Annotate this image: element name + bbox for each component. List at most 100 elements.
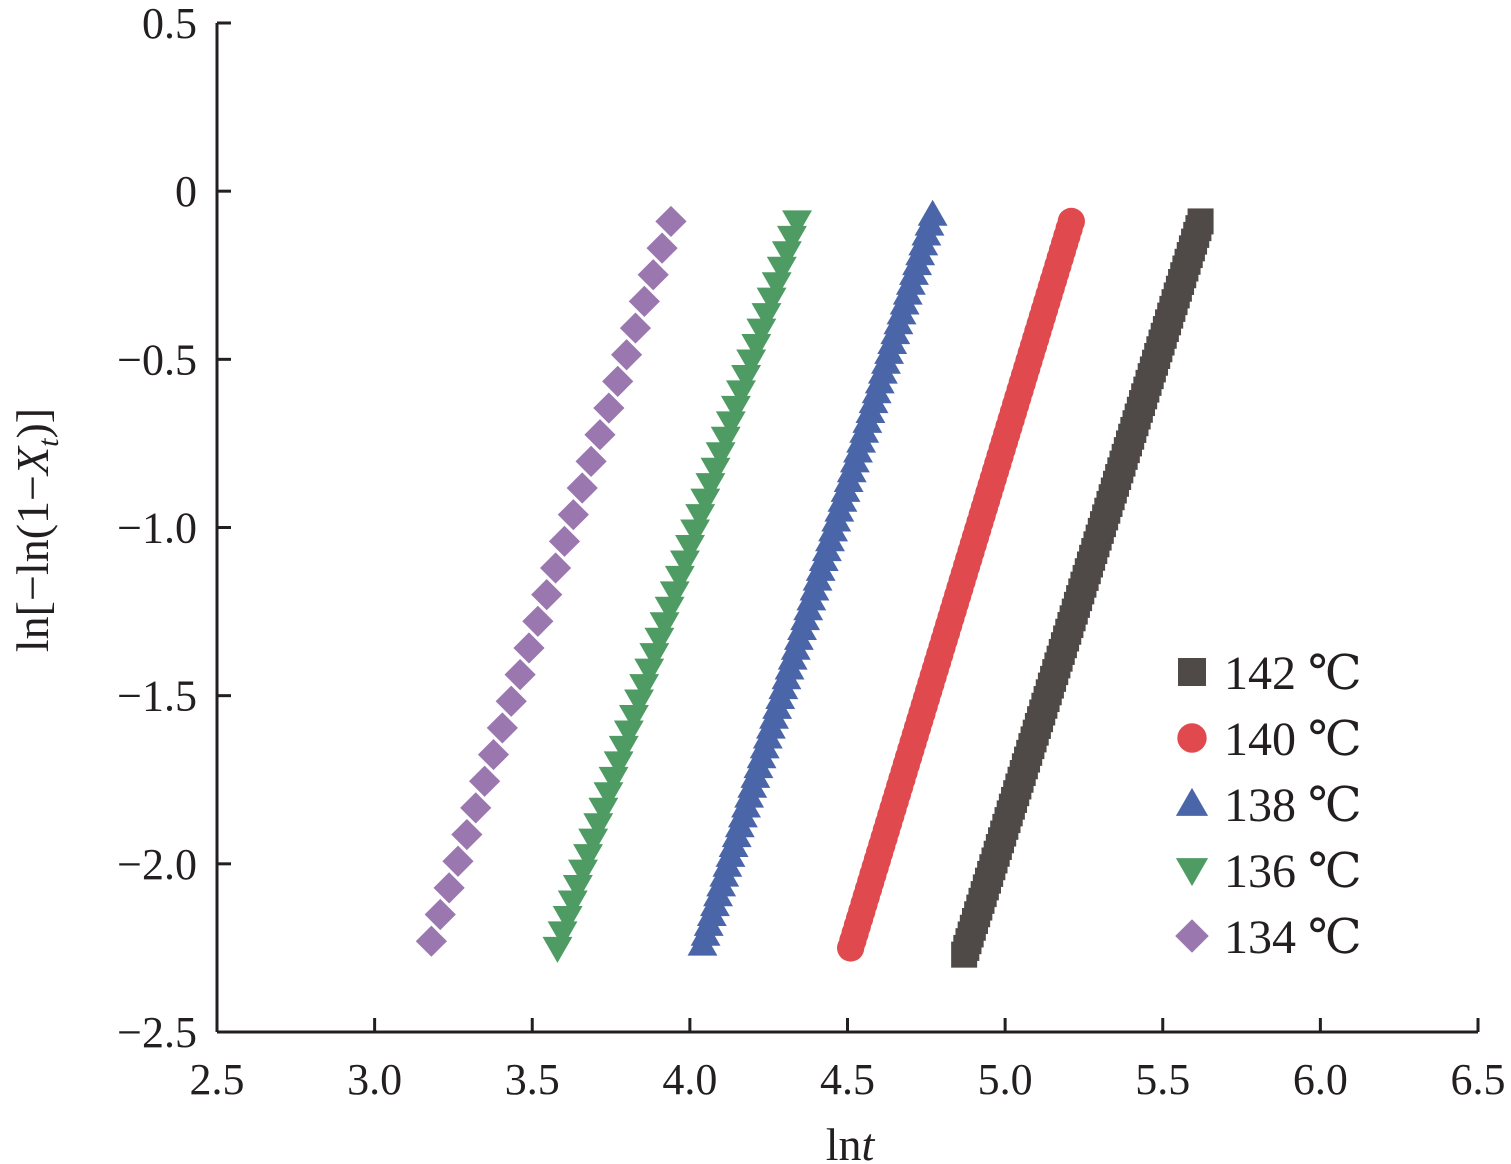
data-point <box>917 199 948 226</box>
legend-label: 136 ℃ <box>1224 845 1362 898</box>
axes: 2.5 3.0 3.5 4.0 4.5 5.0 5.5 6.0 6.5 0.5 0 −0.5 −1.0 −… <box>117 0 1505 1104</box>
data-point <box>602 365 634 397</box>
data-point <box>552 905 583 932</box>
data-point <box>477 738 510 771</box>
y-axis-title-suffix: )] <box>7 408 58 439</box>
data-point <box>415 925 447 957</box>
x-axis-title-main: ln <box>826 1119 862 1164</box>
data-point <box>761 272 792 299</box>
legend-marker <box>1175 787 1209 816</box>
data-point <box>548 525 581 557</box>
data-point <box>593 782 624 809</box>
y-tick-label: −2.0 <box>117 840 197 889</box>
data-point <box>522 605 554 637</box>
data-point <box>634 658 665 685</box>
x-tick-label: 6.5 <box>1451 1055 1506 1104</box>
data-point <box>654 596 685 623</box>
data-point <box>557 499 589 531</box>
series-diamond <box>415 205 687 957</box>
legend-label: 140 ℃ <box>1224 713 1362 766</box>
data-point <box>700 457 731 484</box>
series-circle <box>837 207 1085 962</box>
legend-label: 142 ℃ <box>1224 647 1362 700</box>
data-point <box>573 844 604 871</box>
data-point <box>624 689 654 716</box>
y-axis-title-sub: t <box>32 438 65 447</box>
data-point <box>644 627 675 654</box>
data-point <box>504 659 536 691</box>
data-point <box>751 303 782 330</box>
series-triangle-down <box>542 210 813 963</box>
series-layer <box>415 199 1214 968</box>
x-axis-title: lnt <box>826 1119 876 1164</box>
data-point <box>540 552 572 584</box>
data-point <box>593 392 625 424</box>
legend-item: 142 ℃ <box>1178 647 1362 700</box>
data-point <box>557 890 588 917</box>
x-tick-label: 2.5 <box>190 1055 245 1104</box>
data-point <box>486 712 518 744</box>
legend-item: 136 ℃ <box>1175 845 1362 898</box>
data-point <box>613 720 644 747</box>
data-point <box>578 828 609 855</box>
data-point <box>629 674 660 701</box>
y-axis-title-var: X <box>7 445 58 477</box>
data-point <box>715 411 746 438</box>
data-point <box>705 442 736 469</box>
legend: 142 ℃ 140 ℃ 138 ℃ 136 ℃ 134 ℃ <box>1175 647 1362 964</box>
data-point <box>583 813 614 840</box>
data-point <box>771 241 802 268</box>
data-point <box>741 334 772 361</box>
y-tick-label: −1.0 <box>117 504 197 553</box>
data-point <box>639 643 670 670</box>
data-point <box>782 210 813 237</box>
data-point <box>685 504 716 531</box>
data-point <box>675 534 705 561</box>
data-point <box>513 632 545 664</box>
data-point <box>720 395 751 422</box>
y-tick-label: −2.5 <box>117 1008 197 1057</box>
data-point <box>608 735 639 762</box>
x-tick-label: 6.0 <box>1293 1055 1348 1104</box>
data-point <box>637 259 669 291</box>
data-point <box>618 705 649 732</box>
x-tick-label: 4.0 <box>662 1055 717 1104</box>
data-point <box>575 445 607 477</box>
legend-label: 134 ℃ <box>1224 911 1362 964</box>
data-point <box>619 312 652 344</box>
data-point <box>603 751 634 778</box>
y-axis-title: ln[−ln(1−Xt)] <box>7 408 65 652</box>
data-point <box>731 364 762 391</box>
data-point <box>756 287 787 314</box>
data-point <box>646 232 678 264</box>
data-point <box>1057 207 1085 236</box>
data-point <box>424 898 456 931</box>
legend-marker <box>1177 723 1207 753</box>
data-point <box>690 488 721 515</box>
data-point <box>598 766 629 793</box>
legend-label: 138 ℃ <box>1224 779 1362 832</box>
data-point <box>669 550 700 577</box>
data-point <box>736 349 767 376</box>
data-point <box>588 797 619 824</box>
data-point <box>777 225 807 252</box>
data-point <box>584 419 616 451</box>
x-tick-label: 3.5 <box>505 1055 560 1104</box>
data-point <box>680 519 711 546</box>
data-point <box>766 256 797 283</box>
data-point <box>1187 208 1214 235</box>
x-tick-label: 5.0 <box>978 1055 1033 1104</box>
data-point <box>547 921 578 948</box>
data-point <box>566 472 598 504</box>
x-tick-label: 4.5 <box>820 1055 875 1104</box>
x-axis-title-var: t <box>862 1119 876 1164</box>
data-point <box>726 380 756 407</box>
legend-item: 140 ℃ <box>1177 713 1362 766</box>
data-point <box>433 872 465 904</box>
data-point <box>649 612 680 639</box>
data-point <box>628 285 660 318</box>
y-tick-label: −0.5 <box>117 335 197 384</box>
y-tick-label: −1.5 <box>117 672 197 721</box>
legend-item: 134 ℃ <box>1175 911 1362 964</box>
